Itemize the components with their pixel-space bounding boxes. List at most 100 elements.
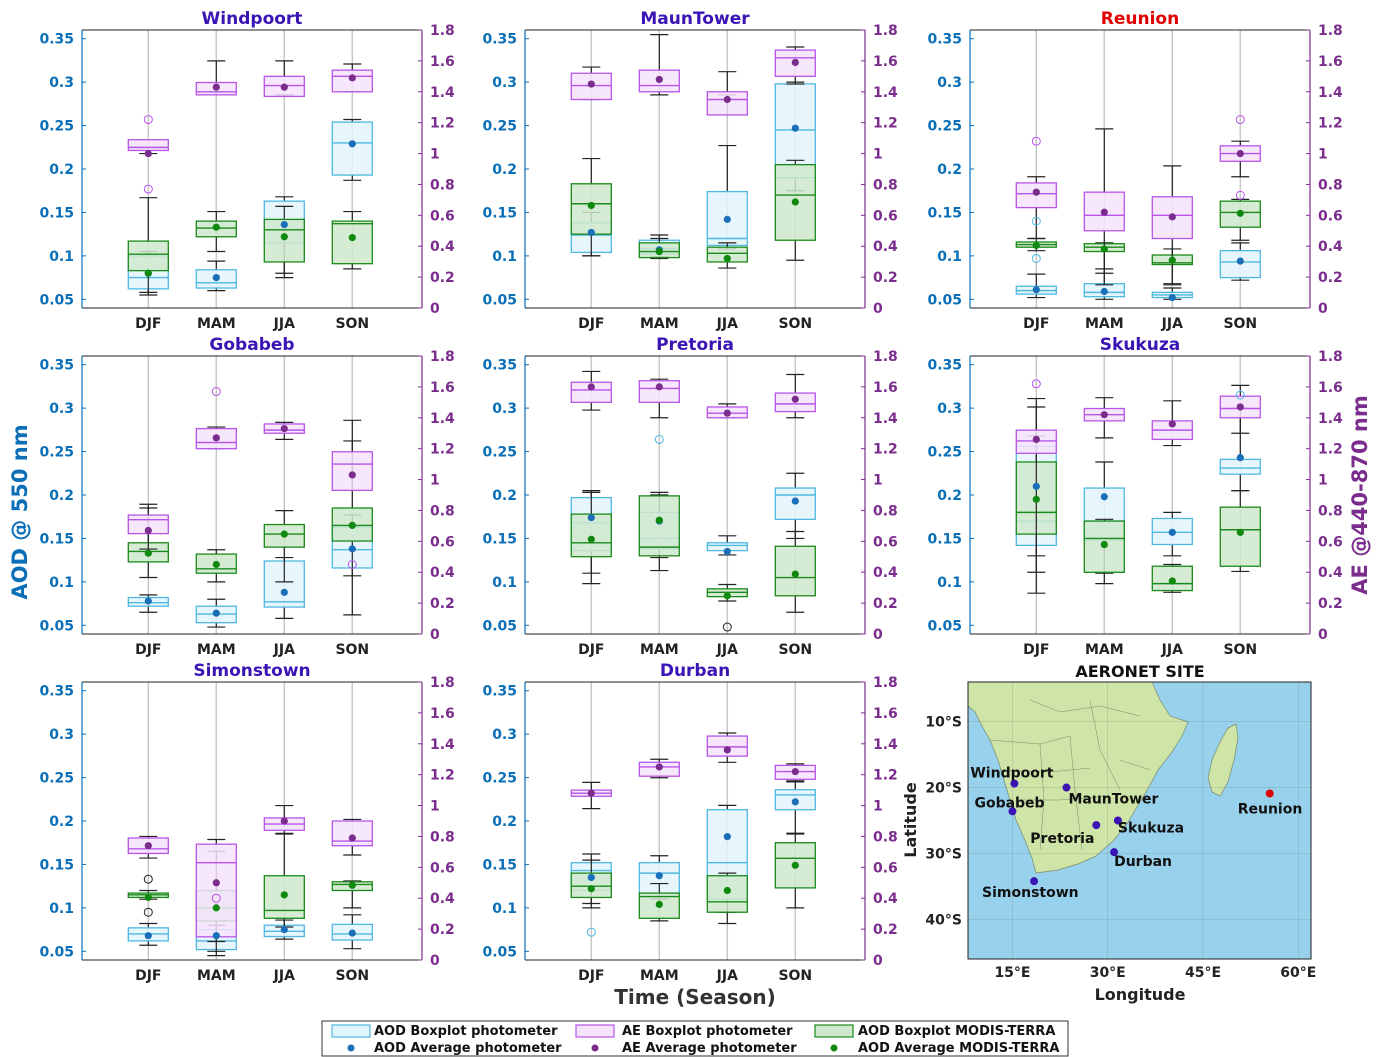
ae-tick-label: 1.4 [430, 85, 455, 101]
ae-tick-label: 1 [430, 473, 440, 489]
modis-average-point [655, 247, 663, 256]
season-label: JJA [273, 642, 295, 658]
aod-tick-label: 0.3 [492, 401, 517, 417]
ae-tick-label: 0.2 [430, 596, 455, 612]
ae-tick-label: 0.2 [1318, 270, 1343, 286]
aod-tick-label: 0.2 [492, 814, 517, 830]
ae-average-point [280, 83, 288, 91]
ae-tick-label: 1 [1318, 147, 1328, 163]
ae-tick-label: 1 [873, 799, 883, 815]
aod-average-point [791, 497, 799, 505]
ae-average-point [348, 74, 356, 82]
ae-average-point [791, 395, 799, 403]
map-site-marker [1110, 848, 1119, 857]
map-borders [989, 699, 1151, 851]
ae-photometer-box [638, 380, 680, 403]
modis-average-point [723, 886, 731, 895]
aod-tick-label: 0.3 [49, 75, 74, 91]
ae-outlier [1031, 136, 1041, 146]
ae-tick-label: 0.2 [873, 922, 898, 938]
aod-tick-label: 0.25 [482, 445, 517, 461]
aod-tick-label: 0.15 [39, 857, 74, 873]
boxplot-panels: Windpoort 0.05 0.1 0.15 0.2 0.25 0.3 0.35 0 0.2 0.… [39, 9, 1343, 984]
map-site-label: MaunTower [1068, 792, 1158, 808]
ae-tick-label: 0.8 [1318, 177, 1343, 193]
modis-average-point [587, 201, 595, 210]
season-label: DJF [1023, 642, 1049, 658]
ae-tick-label: 0 [873, 627, 883, 643]
ae-average-point [1236, 403, 1244, 411]
ae-average-point [791, 767, 799, 776]
aod-photometer-box [1219, 250, 1261, 279]
season-label: SON [778, 316, 812, 332]
ae-tick-label: 0 [873, 953, 883, 969]
aod-average-point [348, 140, 356, 148]
season-label: SON [778, 642, 812, 658]
aod-tick-label: 0.15 [927, 531, 962, 547]
map-title: AERONET SITE [1075, 662, 1204, 681]
modis-outlier [143, 874, 153, 884]
aod-tick-label: 0.2 [49, 814, 74, 830]
ae-tick-label: 1.2 [430, 768, 455, 784]
season-label: SON [1223, 316, 1257, 332]
map-site-marker [1113, 816, 1122, 825]
aod-tick-label: 0.2 [492, 488, 517, 504]
aod-tick-label: 0.1 [49, 575, 74, 591]
aod-tick-label: 0.05 [39, 618, 74, 634]
aod-tick-label: 0.35 [927, 32, 962, 48]
legend-ae-avg-label: AE Average photometer [622, 1041, 797, 1056]
panel-title: MaunTower [640, 9, 750, 29]
aod-outlier [1235, 390, 1245, 400]
season-label: SON [778, 968, 812, 984]
panel-title: Simonstown [193, 661, 310, 681]
aod-tick-label: 0.1 [492, 575, 517, 591]
ae-tick-label: 0 [873, 301, 883, 317]
ae-tick-label: 1.8 [873, 23, 898, 39]
aod-tick-label: 0.15 [39, 205, 74, 221]
modis-average-point [723, 254, 731, 263]
legend-modis-box-swatch [814, 1024, 854, 1038]
panel-pretoria: Pretoria 0.05 0.1 0.15 0.2 0.25 0.3 0.35 0 0.2 0.4… [482, 335, 898, 658]
ae-average-point [655, 763, 663, 771]
ae-average-point [1100, 411, 1108, 419]
x-axis-label: Time (Season) [614, 985, 776, 1009]
ae-average-point [587, 789, 595, 797]
map-lat-label: 40°S [925, 912, 962, 928]
ae-tick-label: 0 [430, 301, 440, 317]
modis-box [331, 220, 373, 265]
map-site-label: Simonstown [982, 885, 1079, 901]
ae-tick-label: 1.8 [873, 675, 898, 691]
ae-tick-label: 0.4 [873, 891, 898, 907]
aod-average-point [723, 833, 731, 841]
modis-average-point [655, 516, 663, 524]
aod-tick-label: 0.2 [49, 488, 74, 504]
ae-tick-label: 1.6 [873, 380, 898, 396]
aod-tick-label: 0.35 [927, 358, 962, 374]
ae-tick-label: 0.8 [873, 829, 898, 845]
ae-photometer-box [706, 91, 748, 116]
legend-ae-box-swatch [575, 1024, 615, 1038]
ae-tick-label: 1.6 [430, 706, 455, 722]
ae-tick-label: 1.8 [430, 675, 455, 691]
ae-average-point [723, 746, 731, 754]
aod-average-point [1236, 454, 1244, 462]
ae-outlier [1031, 379, 1041, 389]
aod-tick-label: 0.3 [937, 401, 962, 417]
ae-tick-label: 0.6 [873, 860, 898, 876]
modis-average-point [791, 861, 799, 869]
ae-average-point [280, 817, 288, 825]
ae-photometer-box [570, 381, 612, 403]
season-label: DJF [135, 968, 161, 984]
aod-tick-label: 0.1 [937, 249, 962, 265]
modis-average-point [348, 881, 356, 889]
aod-tick-label: 0.1 [492, 901, 517, 917]
season-label: MAM [640, 316, 679, 332]
ae-tick-label: 0.8 [430, 829, 455, 845]
map-site-label: Skukuza [1118, 821, 1184, 837]
aod-average-point [1032, 286, 1040, 294]
aod-tick-label: 0.15 [39, 531, 74, 547]
modis-average-point [348, 521, 356, 530]
aod-average-point [791, 798, 799, 806]
map-site-marker [1092, 821, 1101, 830]
season-label: MAM [197, 968, 236, 984]
